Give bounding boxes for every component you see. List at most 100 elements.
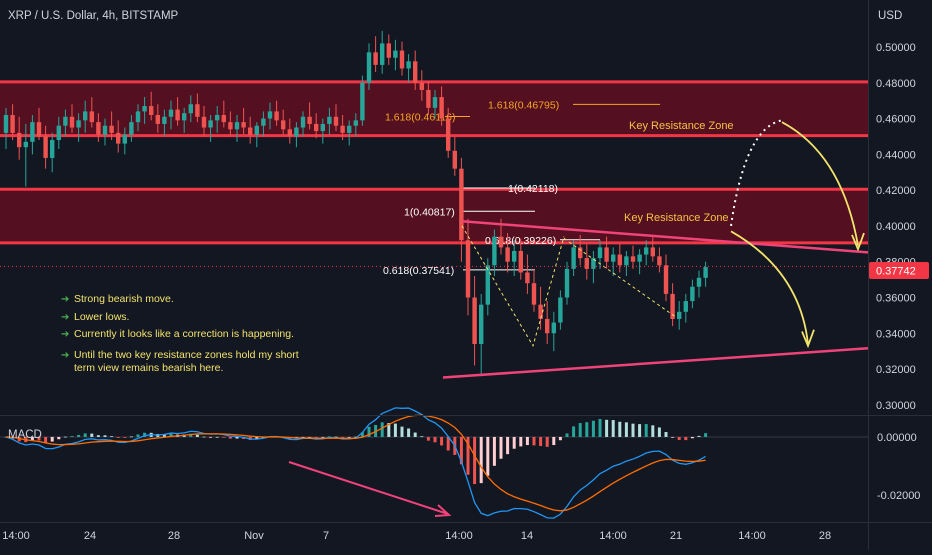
candle-body xyxy=(518,250,523,273)
candle-body xyxy=(505,247,510,262)
current-price-badge xyxy=(869,262,929,279)
candle-body xyxy=(215,114,220,121)
fib-level-label: 1(0.42118) xyxy=(508,183,558,195)
candle-body xyxy=(452,150,457,169)
candlestick-series[interactable] xyxy=(3,30,708,377)
macd-histogram-bar xyxy=(347,436,351,438)
candle-body xyxy=(624,256,629,266)
candle-body xyxy=(274,111,279,121)
annotation-notes: ➔ Strong bearish move. ➔ Lower lows. ➔ C… xyxy=(61,293,299,374)
macd-histogram-bar xyxy=(704,433,708,437)
arrow-head-icon xyxy=(851,232,865,252)
candle-body xyxy=(558,297,563,323)
macd-histogram-bar xyxy=(354,436,358,438)
macd-histogram-bar xyxy=(671,436,675,438)
macd-histogram-bar xyxy=(545,436,549,447)
macd-histogram-bar xyxy=(585,422,589,437)
candle-body xyxy=(413,61,418,83)
macd-histogram-bar xyxy=(413,432,417,437)
macd-histogram-bar xyxy=(466,436,470,475)
macd-histogram-bar xyxy=(83,433,87,437)
candle-body xyxy=(182,113,187,121)
arrow-head-icon xyxy=(801,329,815,349)
macd-histogram-bar xyxy=(572,426,576,437)
candle-body xyxy=(10,114,15,133)
macd-histogram-bar xyxy=(50,436,54,442)
candle-body xyxy=(373,52,378,65)
macd-pane[interactable] xyxy=(0,407,868,519)
macd-histogram-bar xyxy=(440,436,444,446)
macd-histogram-bar xyxy=(486,436,490,476)
swing-dashed-line xyxy=(461,225,565,348)
candle-body xyxy=(677,311,682,319)
candle-body xyxy=(512,250,517,262)
macd-histogram-bar xyxy=(103,435,107,437)
note-line: Currently it looks like a correction is … xyxy=(74,328,294,340)
note-arrow-icon: ➔ xyxy=(61,350,69,361)
candle-body xyxy=(604,247,609,262)
projected-down-path xyxy=(781,121,859,246)
time-tick-label: 14:00 xyxy=(599,530,627,542)
price-tick-label: 0.34000 xyxy=(876,328,916,340)
projected-down-path xyxy=(730,230,809,345)
macd-histogram-bar xyxy=(143,432,147,437)
time-tick-label: 21 xyxy=(670,530,682,542)
triangle-support-line xyxy=(442,347,869,379)
candle-body xyxy=(419,82,424,90)
macd-histogram-bar xyxy=(96,435,100,437)
time-tick-label: 14:00 xyxy=(738,530,766,542)
macd-histogram-bar xyxy=(539,436,543,447)
candle-body xyxy=(485,265,490,305)
macd-histogram-bar xyxy=(512,436,516,449)
candle-body xyxy=(188,104,193,114)
candle-body xyxy=(149,106,154,115)
macd-histogram-bar xyxy=(255,436,259,440)
signal-line xyxy=(5,414,706,512)
candle-body xyxy=(703,267,708,278)
candle-body xyxy=(479,304,484,345)
candle-body xyxy=(446,118,451,151)
candle-body xyxy=(650,247,655,257)
macd-histogram-bar xyxy=(519,436,523,447)
macd-histogram-bar xyxy=(30,436,34,441)
macd-histogram-bar xyxy=(334,436,338,438)
macd-histogram-bar xyxy=(228,436,232,439)
candle-body xyxy=(241,122,246,128)
macd-histogram-bar xyxy=(400,426,404,437)
candle-body xyxy=(611,254,616,262)
note-arrow-icon: ➔ xyxy=(61,294,69,305)
fib-level-label: 0.618(0.37541) xyxy=(383,265,454,277)
candle-body xyxy=(578,247,583,259)
candle-body xyxy=(472,297,477,345)
macd-histogram-bar xyxy=(308,436,312,438)
candle-body xyxy=(234,122,240,130)
macd-histogram-bar xyxy=(558,436,562,441)
candle-body xyxy=(597,247,603,259)
candle-body xyxy=(492,236,497,266)
candle-body xyxy=(83,111,88,121)
candle-body xyxy=(591,258,596,269)
candle-body xyxy=(43,136,48,158)
candle-body xyxy=(267,111,273,119)
candle-body xyxy=(76,120,81,128)
divergence-line xyxy=(288,461,449,515)
macd-histogram-bar xyxy=(123,436,127,438)
candle-body xyxy=(663,265,669,294)
price-tick-label: 0.40000 xyxy=(876,221,916,233)
candle-body xyxy=(248,127,253,135)
candle-body xyxy=(644,247,649,255)
macd-histogram-bar xyxy=(631,423,635,437)
time-tick-label: 7 xyxy=(323,530,329,542)
candle-body xyxy=(314,123,319,132)
macd-histogram-bar xyxy=(215,436,219,438)
macd-histogram-bar xyxy=(110,436,114,437)
candle-body xyxy=(36,122,42,137)
candle-body xyxy=(637,254,642,262)
candle-body xyxy=(254,125,259,135)
macd-label: MACD xyxy=(8,429,42,441)
macd-histogram-bar xyxy=(426,436,430,441)
macd-histogram-bar xyxy=(195,434,199,437)
